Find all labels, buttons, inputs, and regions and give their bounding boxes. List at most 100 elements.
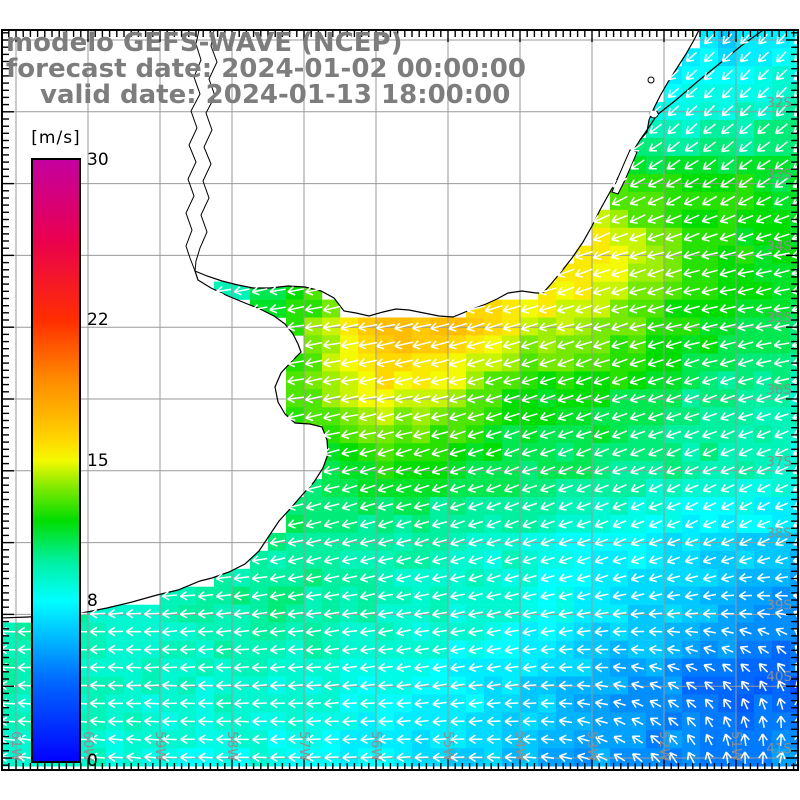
direction-arrow (740, 33, 751, 45)
direction-arrow (394, 376, 413, 386)
direction-arrow (756, 519, 771, 529)
lat-label: 36S (766, 382, 792, 398)
direction-arrow (755, 232, 772, 242)
direction-arrow (612, 662, 627, 673)
direction-arrow (701, 429, 718, 439)
direction-arrow (215, 573, 232, 583)
direction-arrow (468, 644, 483, 655)
direction-arrow (305, 304, 323, 314)
direction-arrow (305, 591, 322, 601)
direction-arrow (323, 483, 340, 494)
direction-arrow (270, 752, 285, 763)
direction-arrow (668, 717, 679, 727)
direction-arrow (504, 519, 519, 529)
direction-arrow (89, 716, 106, 727)
direction-arrow (358, 412, 377, 422)
direction-arrow (629, 429, 646, 440)
direction-arrow (251, 591, 268, 601)
direction-arrow (522, 591, 537, 601)
direction-arrow (360, 752, 375, 763)
direction-arrow (414, 662, 429, 673)
direction-arrow (629, 250, 647, 260)
direction-arrow (631, 699, 644, 709)
direction-arrow (575, 393, 592, 404)
direction-arrow (468, 591, 483, 601)
direction-arrow (216, 680, 232, 691)
direction-arrow (648, 483, 663, 493)
direction-arrow (647, 340, 664, 350)
direction-arrow (738, 537, 752, 547)
direction-arrow (720, 537, 735, 547)
direction-arrow (756, 465, 771, 475)
direction-arrow (359, 447, 376, 458)
direction-arrow (412, 358, 431, 368)
direction-arrow (144, 752, 159, 763)
wave-cell (790, 48, 798, 67)
direction-arrow (342, 680, 357, 691)
direction-arrow (89, 680, 106, 691)
direction-arrow (701, 214, 718, 224)
direction-arrow (738, 483, 753, 493)
direction-arrow (305, 483, 322, 494)
direction-arrow (774, 519, 789, 529)
direction-arrow (504, 752, 519, 763)
direction-arrow (89, 662, 106, 673)
direction-arrow (430, 340, 450, 350)
direction-arrow (647, 214, 664, 224)
direction-arrow (665, 412, 682, 422)
direction-arrow (773, 286, 790, 296)
direction-arrow (341, 573, 358, 583)
direction-arrow (722, 663, 733, 673)
direction-arrow (594, 698, 609, 709)
direction-arrow (758, 697, 768, 710)
direction-arrow (558, 465, 574, 475)
direction-arrow (323, 411, 341, 422)
direction-arrow (359, 501, 376, 511)
direction-arrow (306, 698, 321, 709)
direction-arrow (251, 286, 268, 296)
direction-arrow (233, 644, 250, 655)
direction-arrow (378, 698, 393, 709)
direction-arrow (701, 357, 718, 368)
direction-arrow (684, 590, 699, 601)
direction-arrow (648, 141, 663, 152)
direction-arrow (252, 734, 267, 745)
wave-cell (790, 730, 798, 749)
direction-arrow (630, 448, 645, 457)
direction-arrow (522, 734, 537, 745)
direction-arrow (702, 573, 717, 583)
direction-arrow (775, 123, 788, 135)
direction-arrow (611, 286, 629, 296)
direction-arrow (305, 411, 323, 422)
direction-arrow (701, 232, 718, 242)
direction-arrow (558, 626, 573, 637)
direction-arrow (126, 698, 142, 709)
direction-arrow (287, 393, 305, 404)
direction-arrow (737, 393, 754, 404)
colorbar-unit-label: [m/s] (31, 128, 81, 148)
axis-ticks-layer (1, 29, 799, 771)
direction-arrow (685, 51, 698, 63)
direction-arrow (287, 411, 304, 422)
direction-arrow (773, 232, 790, 242)
direction-arrow (755, 304, 772, 314)
direction-arrow (414, 752, 429, 763)
direction-arrow (719, 358, 736, 368)
direction-arrow (649, 681, 662, 691)
direction-arrow (215, 285, 232, 296)
direction-arrow (358, 358, 377, 368)
direction-arrow (216, 752, 231, 763)
direction-arrow (431, 501, 448, 511)
arrows-layer (2, 33, 798, 765)
small-lake (647, 76, 655, 84)
direction-arrow (162, 698, 177, 709)
direction-arrow (414, 591, 429, 601)
direction-arrow (647, 286, 664, 296)
direction-arrow (774, 159, 789, 170)
direction-arrow (287, 626, 304, 637)
direction-arrow (702, 177, 717, 188)
direction-arrow (233, 626, 250, 637)
direction-arrow (341, 501, 358, 511)
direction-arrow (593, 340, 610, 350)
direction-arrow (485, 465, 502, 475)
